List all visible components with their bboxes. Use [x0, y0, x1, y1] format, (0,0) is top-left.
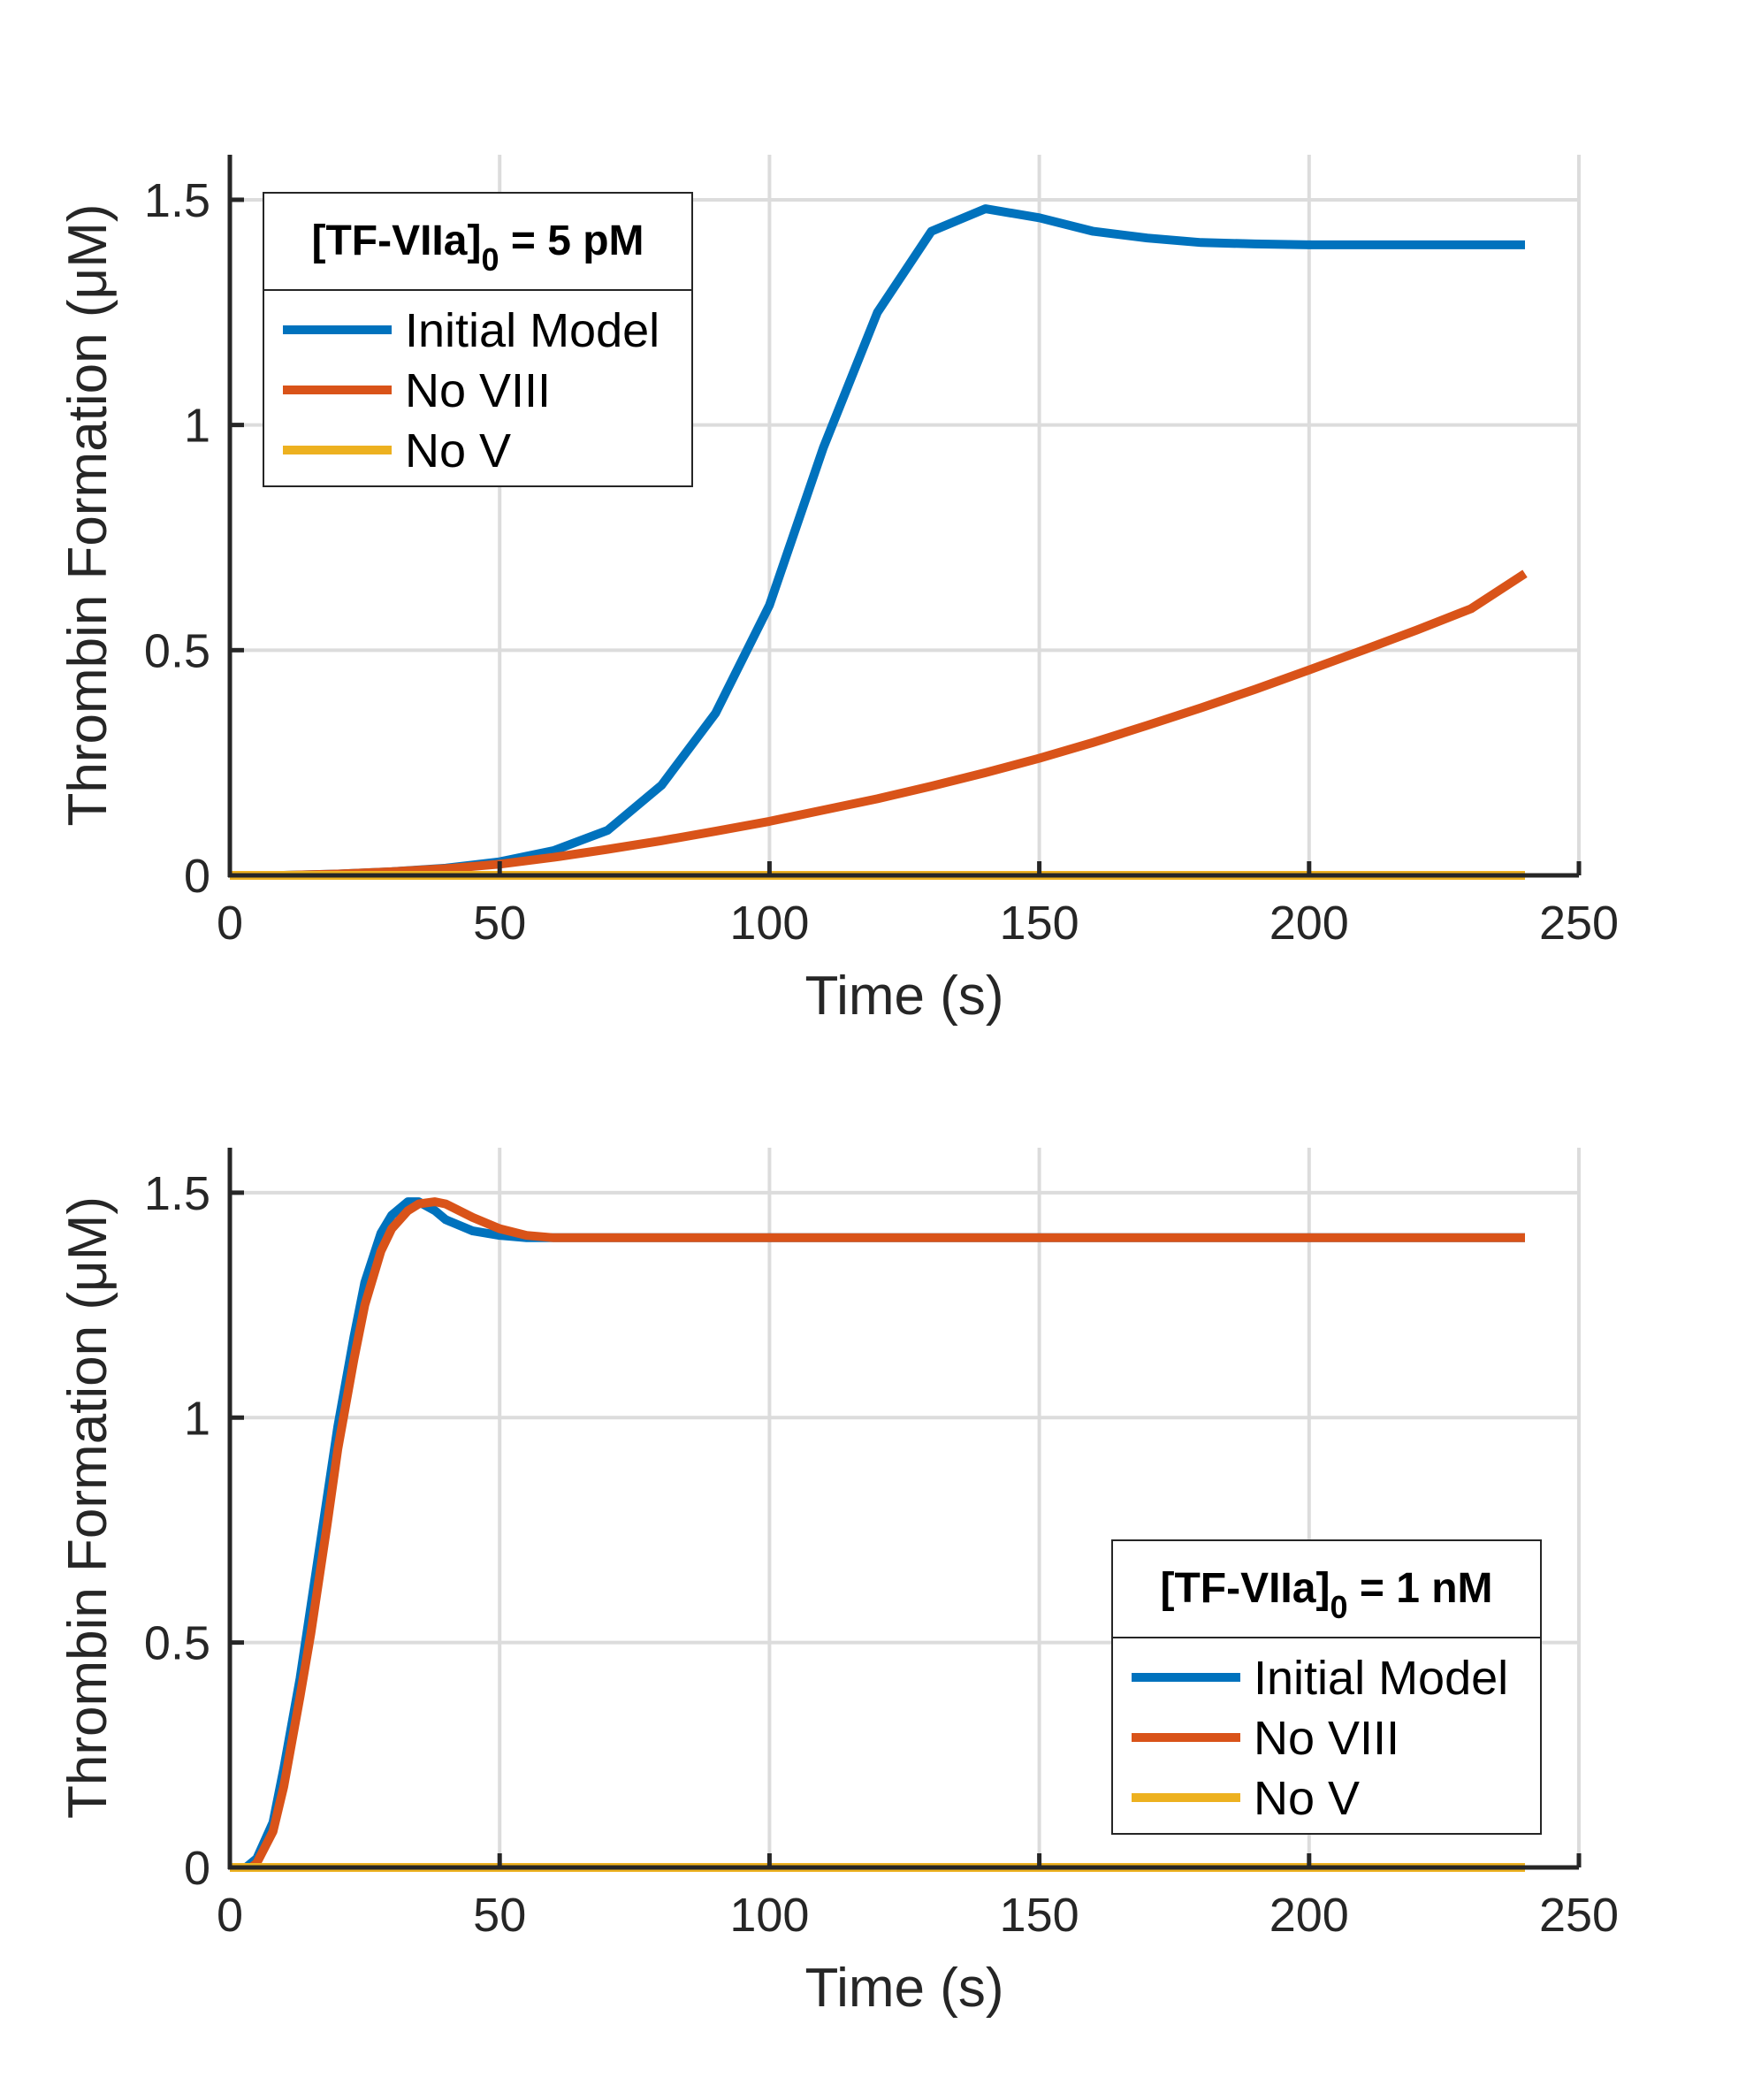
legend-title-subscript: 0: [1330, 1589, 1347, 1625]
legend-entry-3: No V: [405, 424, 511, 477]
series-line-2: [230, 1197, 1525, 1872]
x-tick-label: 150: [1000, 897, 1079, 950]
x-tick-label: 200: [1269, 1889, 1349, 1942]
top-chart-panel: 0 50 100 150 200 250 0 0.5 1 1.5 Time (s) Thrombin …: [57, 155, 1619, 1027]
x-tick-label: 50: [473, 1889, 526, 1942]
y-tick-label: 0.5: [144, 624, 210, 677]
legend-title-rest: = 1 nM: [1347, 1565, 1492, 1612]
x-tick-label: 150: [1000, 1889, 1079, 1942]
y-axis-label: Thrombin Formation (μM): [57, 203, 118, 826]
bottom-chart-panel: 0 50 100 150 200 250 0 0.5 1 1.5 Time (s) Thrombin …: [57, 1148, 1619, 2019]
legend-entry-2: No VIII: [405, 364, 551, 417]
legend-entry-1: Initial Model: [1254, 1652, 1508, 1705]
legend-title-main: [TF-VIIa]: [311, 218, 481, 264]
y-tick-label: 0: [184, 1842, 210, 1895]
x-tick-label: 250: [1539, 1889, 1619, 1942]
y-tick-label: 1: [184, 400, 210, 453]
y-tick-label: 1.5: [144, 1167, 210, 1220]
legend-title-rest: = 5 pM: [499, 218, 644, 264]
y-axis-label: Thrombin Formation (μM): [57, 1196, 118, 1819]
x-tick-label: 50: [473, 897, 526, 950]
y-tick-label: 1.5: [144, 174, 210, 227]
legend-title-main: [TF-VIIa]: [1160, 1565, 1330, 1612]
legend-entry-2: No VIII: [1254, 1712, 1399, 1765]
legend-title: [TF-VIIa]0 = 5 pM: [311, 218, 644, 278]
x-tick-label: 250: [1539, 897, 1619, 950]
legend-entry-3: No V: [1254, 1772, 1360, 1825]
x-tick-label: 0: [217, 1889, 243, 1942]
legend-box: [263, 192, 693, 487]
x-axis-label: Time (s): [805, 966, 1004, 1027]
x-tick-label: 100: [729, 1889, 809, 1942]
x-tick-label: 0: [217, 897, 243, 950]
y-tick-label: 0.5: [144, 1617, 210, 1670]
series-line-2: [230, 569, 1528, 880]
legend-box: [1111, 1539, 1542, 1835]
legend-entry-1: Initial Model: [405, 304, 660, 357]
x-tick-label: 100: [729, 897, 809, 950]
legend-title: [TF-VIIa]0 = 1 nM: [1160, 1565, 1492, 1625]
x-axis-label: Time (s): [805, 1958, 1004, 2019]
x-tick-label: 200: [1269, 897, 1349, 950]
legend-title-subscript: 0: [481, 241, 499, 278]
y-tick-label: 0: [184, 850, 210, 903]
y-tick-label: 1: [184, 1392, 210, 1445]
